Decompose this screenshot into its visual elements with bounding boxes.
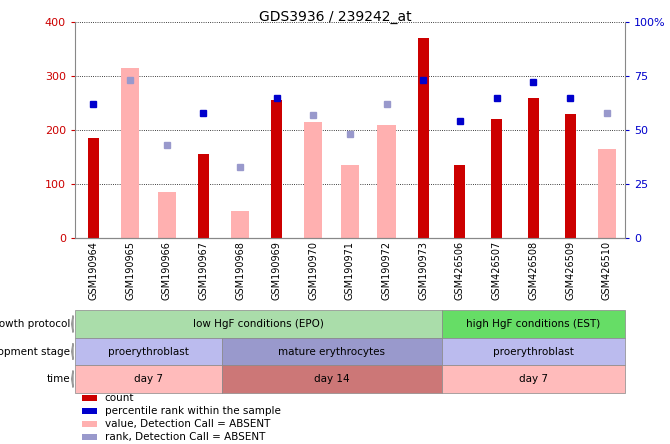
Text: proerythroblast: proerythroblast: [108, 346, 189, 357]
Text: percentile rank within the sample: percentile rank within the sample: [105, 406, 281, 416]
Bar: [377, 125, 396, 238]
Bar: [565, 114, 576, 238]
Text: low HgF conditions (EPO): low HgF conditions (EPO): [193, 319, 324, 329]
Bar: [231, 211, 249, 238]
Bar: [304, 122, 322, 238]
Text: time: time: [46, 374, 70, 384]
Text: rank, Detection Call = ABSENT: rank, Detection Call = ABSENT: [105, 432, 265, 442]
Text: count: count: [105, 393, 134, 403]
Text: high HgF conditions (EST): high HgF conditions (EST): [466, 319, 600, 329]
Bar: [341, 165, 359, 238]
Text: day 7: day 7: [519, 374, 548, 384]
Text: mature erythrocytes: mature erythrocytes: [278, 346, 385, 357]
Bar: [528, 98, 539, 238]
Text: proerythroblast: proerythroblast: [493, 346, 574, 357]
Text: GDS3936 / 239242_at: GDS3936 / 239242_at: [259, 10, 411, 24]
Text: development stage: development stage: [0, 346, 70, 357]
Bar: [454, 165, 466, 238]
Bar: [598, 149, 616, 238]
Bar: [121, 68, 139, 238]
Bar: [198, 155, 209, 238]
Text: value, Detection Call = ABSENT: value, Detection Call = ABSENT: [105, 419, 270, 429]
Bar: [157, 192, 176, 238]
Bar: [491, 119, 502, 238]
Bar: [88, 138, 99, 238]
Bar: [271, 100, 282, 238]
Bar: [418, 38, 429, 238]
Text: day 14: day 14: [314, 374, 350, 384]
Text: growth protocol: growth protocol: [0, 319, 70, 329]
Text: day 7: day 7: [134, 374, 163, 384]
